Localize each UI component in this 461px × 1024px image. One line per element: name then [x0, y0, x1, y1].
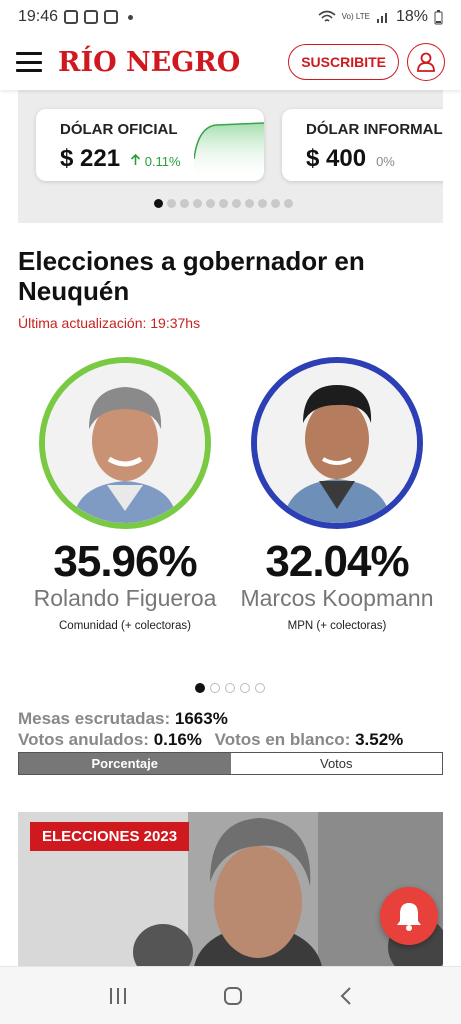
carousel-dot[interactable] — [284, 199, 293, 208]
carousel-dot[interactable] — [167, 199, 176, 208]
pagination-dot[interactable] — [240, 683, 250, 693]
carousel-pagination — [154, 199, 293, 208]
elections-title: Elecciones a gobernador en Neuquén — [18, 246, 365, 306]
carousel-dot[interactable] — [219, 199, 228, 208]
carousel-dot[interactable] — [271, 199, 280, 208]
candidate-party: Comunidad (+ colectoras) — [59, 620, 191, 632]
last-updated: Última actualización: 19:37hs — [18, 315, 201, 331]
network-label: Vo) LTE — [341, 12, 370, 21]
subscribe-button[interactable]: SUSCRIBITE — [288, 44, 399, 80]
currency-title: DÓLAR INFORMAL — [306, 121, 443, 138]
gallery-icon — [64, 10, 79, 24]
user-icon — [417, 52, 435, 72]
candidate-photo — [39, 357, 211, 529]
stat-value: 3.52% — [355, 730, 404, 749]
wifi-icon — [318, 10, 336, 22]
candidate-percentage: 32.04% — [265, 537, 409, 586]
site-header: RÍO NEGRO SUSCRIBITE — [0, 34, 461, 90]
hamburger-menu-icon[interactable] — [16, 52, 42, 72]
news-card[interactable]: ELECCIONES 2023 — [18, 812, 443, 972]
candidate-card[interactable]: 32.04% Marcos Koopmann MPN (+ colectoras… — [232, 357, 442, 632]
carousel-dot[interactable] — [180, 199, 189, 208]
notification-dot-icon — [128, 14, 134, 20]
pagination-dot[interactable] — [210, 683, 220, 693]
toggle-percentage[interactable]: Porcentaje — [19, 753, 231, 774]
trend-sparkline — [194, 122, 264, 181]
candidate-photo — [251, 357, 423, 529]
battery-icon — [434, 9, 443, 24]
carousel-dot[interactable] — [206, 199, 215, 208]
status-time: 19:46 — [18, 8, 59, 25]
pagination-dot[interactable] — [225, 683, 235, 693]
currency-change-value: 0% — [376, 154, 395, 169]
candidate-portrait-icon — [45, 363, 205, 523]
youtube-icon — [84, 10, 99, 24]
candidate-party: MPN (+ colectoras) — [287, 620, 387, 632]
user-account-button[interactable] — [407, 43, 445, 81]
notifications-button[interactable] — [380, 887, 438, 945]
stat-value: 0.16% — [153, 730, 202, 749]
toggle-votes[interactable]: Votos — [230, 753, 442, 774]
candidate-name: Marcos Koopmann — [240, 585, 434, 611]
instagram-icon — [104, 10, 119, 24]
recent-apps-icon[interactable] — [107, 986, 129, 1006]
candidate-percentage: 35.96% — [53, 537, 197, 586]
carousel-dot[interactable] — [245, 199, 254, 208]
carousel-dot[interactable] — [258, 199, 267, 208]
currency-title: DÓLAR OFICIAL — [60, 121, 178, 138]
battery-level: 18% — [395, 8, 428, 25]
currency-card-oficial[interactable]: DÓLAR OFICIAL $ 221 0.11% — [36, 109, 264, 181]
candidate-portrait-icon — [257, 363, 417, 523]
stat-label: Votos en blanco: — [214, 730, 351, 749]
candidate-name: Rolando Figueroa — [33, 585, 217, 611]
currency-carousel[interactable]: DÓLAR OFICIAL $ 221 0.11% DÓLAR INFORMAL… — [18, 90, 443, 223]
stat-value: 1663% — [174, 709, 228, 728]
arrow-up-icon — [130, 153, 141, 165]
carousel-dot[interactable] — [193, 199, 202, 208]
site-logo[interactable]: RÍO NEGRO — [58, 46, 241, 78]
signal-icon — [376, 13, 387, 23]
status-bar: 19:46 Vo) LTE 18% — [0, 0, 461, 34]
election-stats: Mesas escrutadas: 1663% Votos anulados: … — [18, 708, 403, 750]
back-icon[interactable] — [337, 985, 355, 1007]
bell-icon — [397, 903, 421, 931]
view-toggle: Porcentaje Votos — [18, 752, 443, 775]
currency-value: $ 221 — [60, 145, 121, 172]
pagination-dot[interactable] — [195, 683, 205, 693]
carousel-dot[interactable] — [232, 199, 241, 208]
stat-label: Mesas escrutadas: — [18, 709, 171, 728]
currency-value: $ 400 — [306, 145, 367, 172]
system-navigation-bar — [0, 966, 461, 1024]
stat-label: Votos anulados: — [18, 730, 149, 749]
currency-card-informal[interactable]: DÓLAR INFORMAL $ 400 0% — [282, 109, 443, 181]
pagination-dot[interactable] — [255, 683, 265, 693]
currency-change: 0.11% — [130, 153, 181, 169]
news-tag: ELECCIONES 2023 — [30, 822, 190, 851]
carousel-dot[interactable] — [154, 199, 163, 208]
home-icon[interactable] — [222, 985, 244, 1007]
candidate-card[interactable]: 35.96% Rolando Figueroa Comunidad (+ col… — [20, 357, 230, 632]
currency-change-value: 0.11% — [144, 154, 181, 169]
candidates-pagination — [195, 683, 265, 693]
